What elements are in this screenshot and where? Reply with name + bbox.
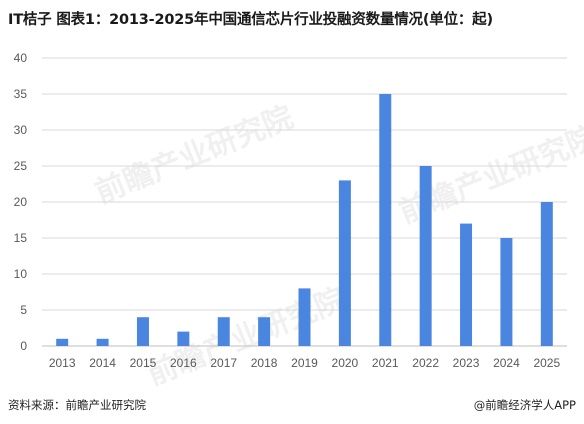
x-tick-label: 2014: [89, 356, 116, 370]
bar: [338, 180, 351, 346]
y-tick-label: 40: [14, 51, 28, 65]
y-tick-label: 25: [14, 159, 28, 173]
y-tick-label: 5: [20, 303, 27, 317]
bar: [540, 202, 553, 346]
x-tick-label: 2020: [332, 356, 359, 370]
bar: [379, 94, 392, 346]
x-tick-label: 2024: [493, 356, 520, 370]
chart-title: IT桔子 图表1：2013-2025年中国通信芯片行业投融资数量情况(单位：起): [8, 12, 493, 28]
x-tick-label: 2016: [170, 356, 197, 370]
x-tick-label: 2025: [533, 356, 560, 370]
bar: [177, 331, 190, 346]
brand-credit: @前瞻经济学人APP: [473, 398, 576, 412]
bar: [258, 317, 271, 346]
x-tick-label: 2021: [372, 356, 399, 370]
x-tick-label: 2013: [49, 356, 76, 370]
x-tick-label: 2019: [291, 356, 318, 370]
y-tick-label: 30: [14, 123, 28, 137]
bar: [500, 238, 513, 346]
bar: [298, 288, 311, 346]
y-tick-label: 10: [14, 267, 28, 281]
x-tick-label: 2015: [130, 356, 157, 370]
y-tick-label: 15: [14, 231, 28, 245]
x-tick-label: 2023: [453, 356, 480, 370]
x-tick-label: 2017: [210, 356, 237, 370]
bar: [56, 338, 69, 346]
bar: [136, 317, 149, 346]
bar: [217, 317, 230, 346]
y-tick-label: 35: [14, 87, 28, 101]
bar: [419, 166, 432, 346]
source-note: 资料来源：前瞻产业研究院: [8, 398, 146, 412]
y-tick-label: 20: [14, 195, 28, 209]
y-tick-label: 0: [20, 339, 27, 353]
x-tick-label: 2018: [251, 356, 278, 370]
bar: [96, 338, 109, 346]
bar: [460, 223, 473, 346]
x-tick-label: 2022: [412, 356, 439, 370]
